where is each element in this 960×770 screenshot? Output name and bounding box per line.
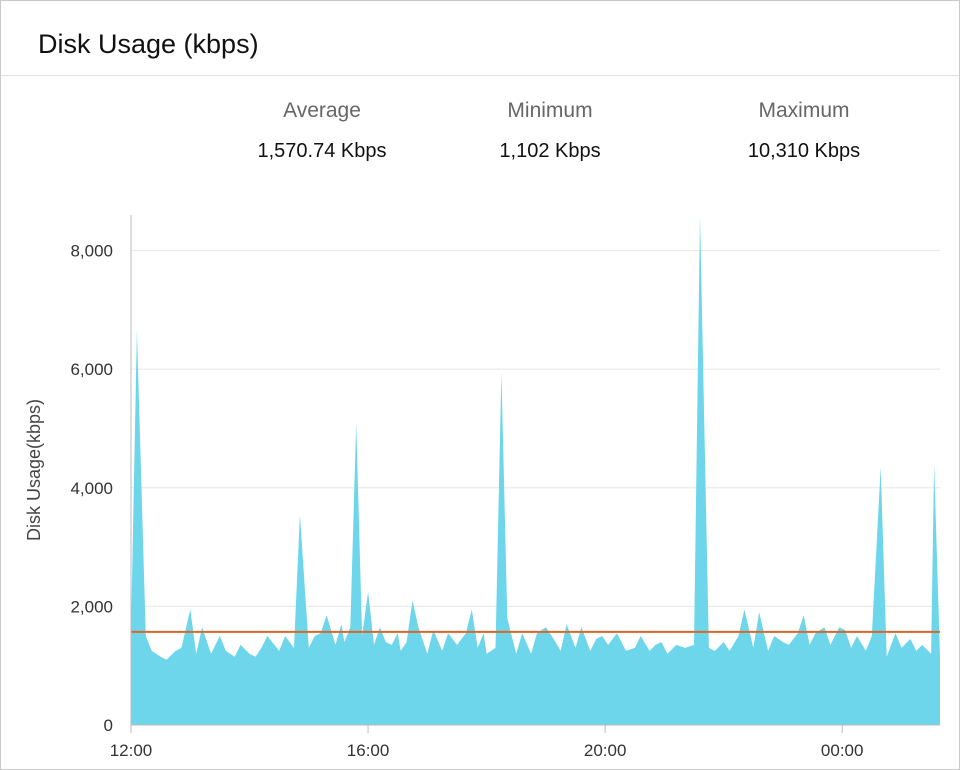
x-tick-label-2: 20:00 (584, 741, 627, 760)
stat-minimum-value: 1,102 Kbps (499, 140, 601, 162)
stat-minimum-label: Minimum (507, 99, 593, 122)
y-tick-label-1: 2,000 (70, 597, 113, 616)
y-tick-label-3: 6,000 (70, 360, 113, 379)
area-series (131, 215, 940, 725)
stat-maximum: Maximum 10,310 Kbps (684, 98, 924, 164)
stat-maximum-label: Maximum (758, 99, 850, 122)
y-tick-label-0: 0 (104, 716, 113, 735)
axes (130, 215, 940, 733)
panel-header: Disk Usage (kbps) (1, 1, 959, 76)
x-tick-labels: 12:00 16:00 20:00 00:00 (110, 741, 864, 760)
stat-minimum: Minimum 1,102 Kbps (430, 98, 670, 164)
stat-maximum-value: 10,310 Kbps (747, 140, 861, 162)
stat-average-value: 1,570.74 Kbps (257, 140, 387, 162)
x-tick-label-1: 16:00 (347, 741, 390, 760)
x-tick-label-3: 00:00 (821, 741, 864, 760)
y-tick-label-4: 8,000 (70, 242, 113, 261)
x-tick-label-0: 12:00 (110, 741, 153, 760)
stat-average: Average 1,570.74 Kbps (202, 98, 442, 164)
y-axis-label: Disk Usage(kbps) (24, 399, 44, 541)
panel-title: Disk Usage (kbps) (38, 29, 259, 59)
stat-average-label: Average (283, 99, 361, 122)
area-series-path (131, 215, 940, 725)
y-tick-label-2: 4,000 (70, 479, 113, 498)
grid-lines (131, 250, 940, 607)
y-tick-labels: 0 2,000 4,000 6,000 8,000 (70, 242, 113, 735)
